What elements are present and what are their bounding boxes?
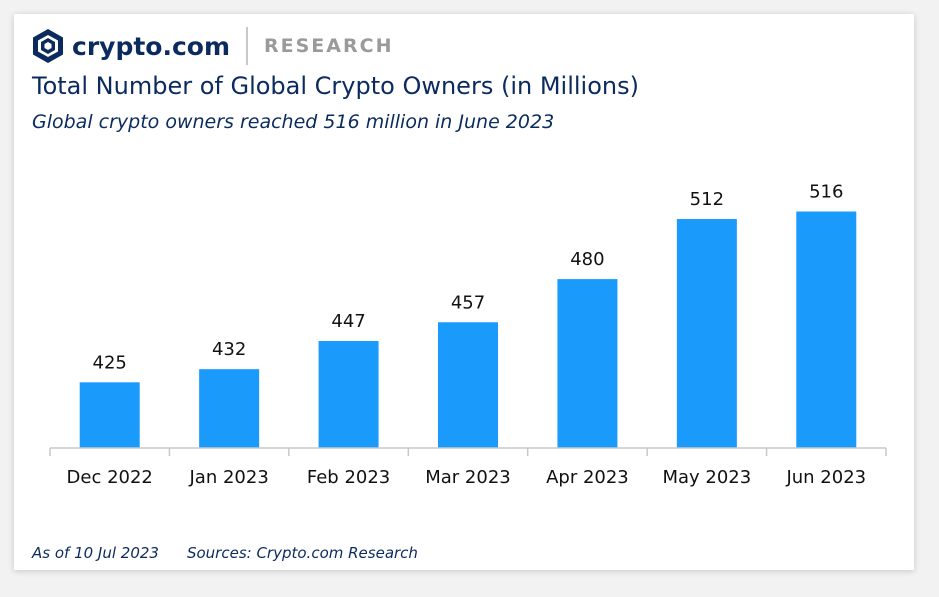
chart-subtitle: Global crypto owners reached 516 million… bbox=[32, 111, 555, 133]
x-tick-label: May 2023 bbox=[662, 467, 751, 488]
x-tick-label: Jan 2023 bbox=[189, 467, 269, 488]
bar bbox=[438, 322, 498, 448]
sources-note: Sources: Crypto.com Research bbox=[186, 544, 418, 562]
bar bbox=[796, 211, 857, 448]
crypto-com-logo-icon bbox=[33, 29, 63, 63]
data-label: 432 bbox=[212, 339, 246, 360]
x-tick-label: Mar 2023 bbox=[425, 467, 511, 488]
data-label: 516 bbox=[809, 182, 843, 203]
data-label: 480 bbox=[570, 249, 604, 270]
chart-title: Total Number of Global Crypto Owners (in… bbox=[32, 72, 639, 100]
as-of-date: As of 10 Jul 2023 bbox=[32, 544, 159, 562]
chart-footer: As of 10 Jul 2023 Sources: Crypto.com Res… bbox=[32, 544, 418, 562]
x-tick-label: Apr 2023 bbox=[546, 467, 629, 488]
x-tick-label: Jun 2023 bbox=[785, 467, 866, 488]
data-label: 512 bbox=[690, 189, 724, 210]
chart-card: crypto.com RESEARCH Total Number of Glob… bbox=[14, 14, 914, 570]
data-label: 425 bbox=[93, 352, 127, 373]
x-tick-label: Feb 2023 bbox=[307, 467, 390, 488]
brand-header: crypto.com RESEARCH bbox=[32, 24, 393, 68]
bar bbox=[199, 369, 260, 448]
x-tick-label: Dec 2022 bbox=[67, 467, 153, 488]
bar bbox=[557, 279, 618, 448]
data-label: 447 bbox=[331, 311, 365, 332]
brand-name: crypto.com bbox=[72, 31, 231, 61]
bar bbox=[676, 219, 737, 448]
brand-divider bbox=[246, 27, 249, 65]
bar bbox=[79, 382, 140, 448]
bar-chart: 425 Dec 2022 432 Jan 2023 447 Feb 2023 457 Mar … bbox=[49, 182, 887, 488]
brand-section-label: RESEARCH bbox=[264, 35, 394, 57]
bar bbox=[318, 341, 379, 448]
data-label: 457 bbox=[451, 292, 485, 313]
